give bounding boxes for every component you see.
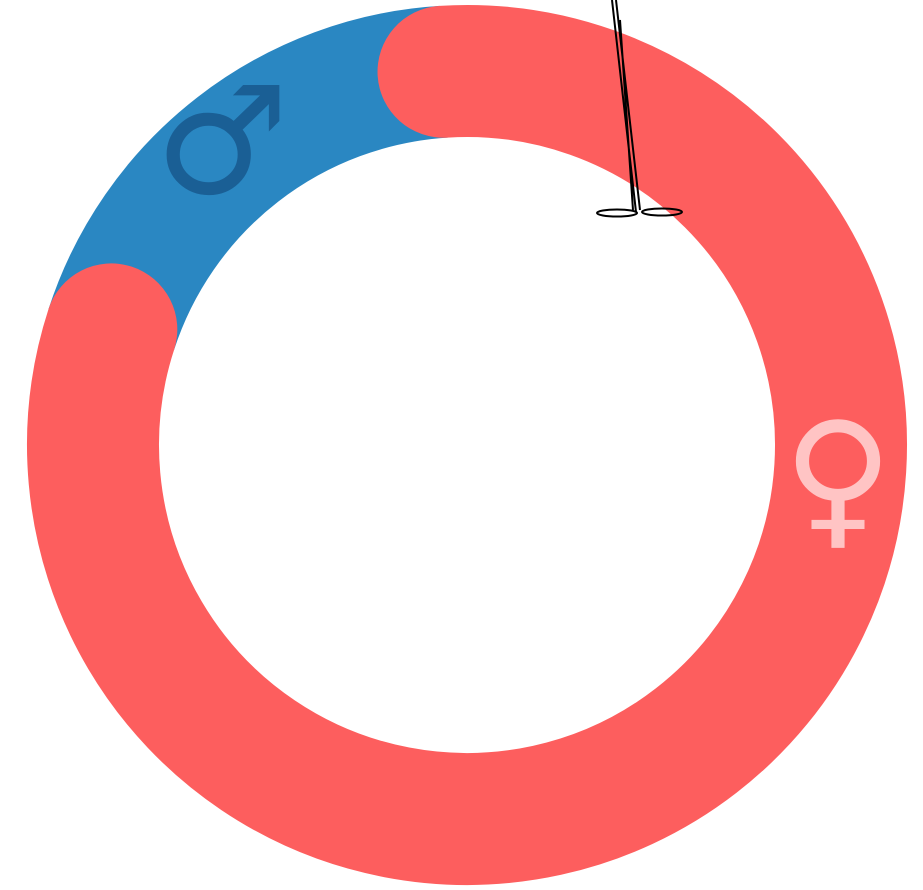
rings <box>27 5 907 885</box>
figure <box>596 0 683 218</box>
segment-label: ♀ <box>783 391 893 565</box>
donut-segment <box>27 5 907 885</box>
segment-label: ♂ <box>155 55 289 229</box>
